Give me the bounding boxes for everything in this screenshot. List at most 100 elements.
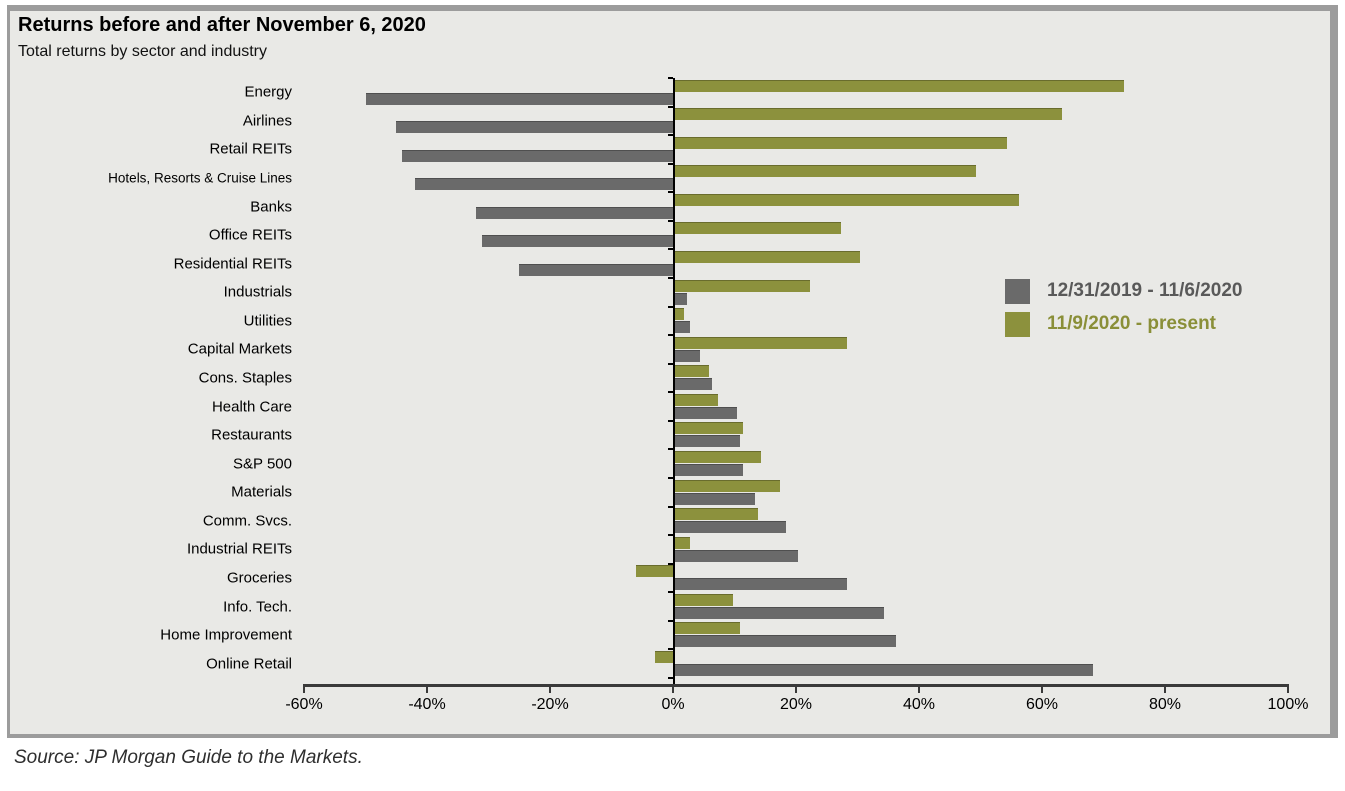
y-axis-tick [668, 391, 673, 394]
bar-after [675, 136, 1008, 149]
y-axis-tick [668, 534, 673, 537]
y-axis-tick [668, 419, 673, 422]
x-axis-tick-label: 0% [661, 696, 685, 713]
y-axis-tick [668, 591, 673, 594]
bar-before [414, 178, 673, 191]
chart-row: Industrials [10, 278, 1330, 307]
bar-after [675, 222, 842, 235]
bar-before [396, 121, 673, 134]
bar-after [675, 165, 977, 178]
category-label: Info. Tech. [223, 598, 292, 616]
y-axis-tick [668, 248, 673, 251]
y-axis-tick [668, 562, 673, 565]
y-axis-tick [668, 77, 673, 79]
category-label: Airlines [242, 112, 292, 130]
chart-row: Airlines [10, 107, 1330, 136]
chart-row: Utilities [10, 307, 1330, 336]
bar-after [675, 422, 743, 435]
category-label: Capital Markets [187, 340, 292, 358]
chart-row: Comm. Svcs. [10, 507, 1330, 536]
x-axis-tick-label: 100% [1267, 696, 1309, 713]
page-subtitle: Total returns by sector and industry [18, 43, 268, 60]
bar-before [675, 606, 885, 619]
category-label: Industrial REITs [186, 540, 292, 558]
page-title: Returns before and after November 6, 202… [18, 14, 426, 36]
chart-row: Groceries [10, 564, 1330, 593]
bar-before [365, 92, 673, 105]
bar-after [675, 393, 719, 406]
chart-row: Industrial REITs [10, 535, 1330, 564]
source-note: Source: JP Morgan Guide to the Markets. [14, 747, 363, 768]
y-axis-tick [668, 677, 673, 679]
category-label: Materials [231, 483, 292, 501]
bar-before [675, 378, 712, 391]
category-label: Comm. Svcs. [202, 512, 292, 530]
category-label: Health Care [211, 398, 292, 416]
chart-row: Restaurants [10, 421, 1330, 450]
x-axis-tick-label: -20% [531, 696, 569, 713]
y-axis-tick [668, 305, 673, 308]
bar-after [675, 622, 740, 635]
chart-area: Returns before and after November 6, 202… [10, 11, 1330, 734]
x-axis-tick [1287, 684, 1289, 693]
y-axis-tick [668, 134, 673, 137]
x-axis-tick-label: 60% [1025, 696, 1059, 713]
category-label: Online Retail [206, 655, 292, 673]
category-label: Residential REITs [173, 255, 292, 273]
bar-before [675, 492, 755, 505]
chart-row: Office REITs [10, 221, 1330, 250]
bar-before [675, 406, 737, 419]
x-axis-tick [303, 684, 305, 693]
y-axis-tick [668, 619, 673, 622]
bar-after [675, 536, 691, 549]
y-axis-tick [668, 277, 673, 279]
chart-row: Health Care [10, 392, 1330, 421]
bar-before [675, 463, 743, 476]
bar-before [675, 292, 688, 305]
category-label: Restaurants [211, 426, 292, 444]
legend-swatch-before [1005, 278, 1030, 304]
category-label: Energy [244, 83, 292, 101]
bar-before [675, 435, 740, 448]
bar-before [675, 349, 700, 362]
chart-row: Info. Tech. [10, 592, 1330, 621]
x-axis-tick [549, 684, 551, 693]
y-axis-tick [668, 448, 673, 451]
category-label: Hotels, Resorts & Cruise Lines [108, 170, 292, 186]
bar-before [519, 263, 673, 276]
chart-row: Retail REITs [10, 135, 1330, 164]
y-axis-tick [668, 219, 673, 222]
bar-before [402, 149, 673, 162]
bar-before [675, 549, 798, 562]
bar-after [675, 479, 780, 492]
bar-before [675, 578, 848, 591]
y-axis-tick [668, 334, 673, 337]
bar-before [482, 235, 673, 248]
y-axis-tick [668, 505, 673, 508]
category-label: Home Improvement [160, 626, 292, 644]
y-axis-tick [668, 648, 673, 651]
bar-after [675, 508, 759, 521]
y-axis-tick [668, 105, 673, 108]
y-axis-tick [668, 162, 673, 165]
bar-after [636, 565, 673, 578]
bar-before [675, 663, 1094, 676]
legend-swatch-after [1005, 311, 1030, 337]
x-axis-tick-label: -60% [285, 696, 323, 713]
bar-before [675, 321, 691, 334]
bar-after [675, 593, 734, 606]
category-label: Office REITs [208, 226, 292, 244]
y-axis-tick [668, 362, 673, 365]
bar-before [675, 521, 786, 534]
bar-after [675, 336, 848, 349]
x-axis-tick [1164, 684, 1166, 693]
chart-row: Home Improvement [10, 621, 1330, 650]
legend-label-before: 12/31/2019 - 11/6/2020 [1047, 280, 1243, 301]
chart-row: Capital Markets [10, 335, 1330, 364]
x-axis-tick [918, 684, 920, 693]
legend-item-before: 12/31/2019 - 11/6/2020 [1005, 278, 1242, 304]
bar-before [476, 206, 673, 219]
bar-after [675, 79, 1124, 92]
bar-after [675, 450, 762, 463]
y-axis-tick [668, 477, 673, 479]
